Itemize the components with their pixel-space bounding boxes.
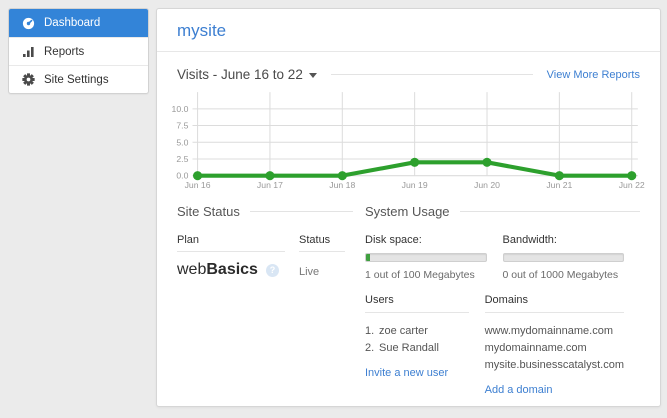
users-block: Users 1. zoe carter 2. Sue Randall Invite … bbox=[365, 294, 485, 398]
plan-value: web Basics ? bbox=[177, 261, 285, 279]
help-icon[interactable]: ? bbox=[265, 263, 279, 277]
bandwidth-caption: 0 out of 1000 Megabytes bbox=[502, 269, 619, 282]
visits-header-row: Visits - June 16 to 22 View More Reports bbox=[157, 52, 660, 84]
main-panel: mysite Visits - June 16 to 22 View More … bbox=[156, 8, 661, 407]
bar-chart-icon bbox=[22, 45, 35, 58]
disk-space-progressbar bbox=[365, 253, 487, 263]
plan-name-light: web bbox=[177, 261, 207, 279]
status-label: Status bbox=[299, 219, 345, 253]
divider bbox=[249, 211, 353, 213]
status-column: Status Live bbox=[299, 219, 353, 279]
svg-text:0.0: 0.0 bbox=[176, 171, 188, 181]
page-title: mysite bbox=[177, 21, 227, 40]
status-badge: Live bbox=[299, 266, 320, 279]
gear-icon bbox=[22, 73, 35, 86]
plan-column: Plan web Basics ? bbox=[177, 219, 299, 279]
disk-space-block: Disk space: 1 out of 100 Megabytes bbox=[365, 219, 503, 281]
system-usage-heading: System Usage bbox=[365, 204, 640, 219]
sidebar-item-label: Reports bbox=[44, 45, 85, 58]
gauge-icon bbox=[22, 17, 35, 30]
sidebar-item-dashboard[interactable]: Dashboard bbox=[9, 9, 148, 37]
svg-text:Jun 21: Jun 21 bbox=[546, 180, 572, 190]
domain-list-item: mysite.businesscatalyst.com bbox=[484, 358, 624, 371]
sidebar-item-label: Dashboard bbox=[44, 17, 101, 29]
sidebar: Dashboard Reports Site bbox=[8, 8, 149, 94]
domain-list-item: www.mydomainname.com bbox=[484, 324, 613, 337]
add-domain-link[interactable]: Add a domain bbox=[484, 384, 553, 397]
plan-name-bold: Basics bbox=[206, 261, 258, 279]
user-list-item: 2. Sue Randall bbox=[365, 339, 469, 356]
site-status-section: Site Status Plan web Basics ? Status Live bbox=[177, 204, 353, 398]
user-name: zoe carter bbox=[379, 324, 428, 337]
disk-space-caption: 1 out of 100 Megabytes bbox=[365, 269, 475, 282]
svg-text:2.5: 2.5 bbox=[176, 154, 188, 164]
svg-text:Jun 17: Jun 17 bbox=[257, 180, 283, 190]
sidebar-item-site-settings[interactable]: Site Settings bbox=[9, 65, 148, 93]
user-list-item: 1. zoe carter bbox=[365, 322, 469, 339]
user-name: Sue Randall bbox=[379, 341, 439, 354]
plan-label: Plan bbox=[177, 219, 285, 253]
visits-range-dropdown[interactable]: Visits - June 16 to 22 bbox=[177, 67, 317, 82]
svg-text:Jun 20: Jun 20 bbox=[474, 180, 500, 190]
svg-text:7.5: 7.5 bbox=[176, 121, 188, 131]
bandwidth-progressbar bbox=[502, 253, 624, 263]
sidebar-item-label: Site Settings bbox=[44, 73, 109, 86]
view-more-reports-link[interactable]: View More Reports bbox=[546, 68, 640, 81]
visits-chart-container: 0.0 2.5 5.0 7.5 10.0 Jun 16 Jun 17 Jun 18 Jun 19… bbox=[157, 84, 660, 200]
svg-text:Jun 16: Jun 16 bbox=[185, 180, 211, 190]
chevron-down-icon bbox=[308, 73, 317, 78]
divider bbox=[459, 211, 640, 213]
svg-text:Jun 22: Jun 22 bbox=[619, 180, 645, 190]
user-number: 1. bbox=[365, 324, 375, 337]
visits-chart: 0.0 2.5 5.0 7.5 10.0 Jun 16 Jun 17 Jun 18 Jun 19… bbox=[172, 92, 645, 190]
divider bbox=[330, 74, 533, 75]
lower-sections: Site Status Plan web Basics ? Status Live bbox=[157, 200, 660, 398]
domains-block: Domains www.mydomainname.com mydomainnam… bbox=[484, 294, 640, 398]
user-number: 2. bbox=[365, 341, 375, 354]
svg-text:5.0: 5.0 bbox=[176, 137, 188, 147]
users-label: Users bbox=[365, 294, 469, 314]
bandwidth-label: Bandwidth: bbox=[502, 234, 557, 247]
disk-space-progress-fill bbox=[366, 254, 370, 262]
system-usage-heading-label: System Usage bbox=[365, 204, 450, 220]
site-status-heading-label: Site Status bbox=[177, 204, 240, 220]
visits-range-label: Visits - June 16 to 22 bbox=[177, 67, 303, 82]
invite-new-user-link[interactable]: Invite a new user bbox=[365, 367, 449, 380]
domains-label: Domains bbox=[484, 294, 624, 314]
sidebar-item-reports[interactable]: Reports bbox=[9, 37, 148, 65]
main-header: mysite bbox=[157, 9, 660, 52]
system-usage-section: System Usage Disk space: 1 out of 100 Me… bbox=[365, 204, 640, 398]
svg-text:10.0: 10.0 bbox=[172, 104, 189, 114]
bandwidth-block: Bandwidth: 0 out of 1000 Megabytes bbox=[502, 219, 641, 282]
domain-list-item: mydomainname.com bbox=[484, 341, 587, 354]
svg-text:Jun 18: Jun 18 bbox=[329, 180, 355, 190]
svg-text:Jun 19: Jun 19 bbox=[402, 180, 428, 190]
site-status-heading: Site Status bbox=[177, 204, 353, 219]
disk-space-label: Disk space: bbox=[365, 234, 422, 247]
